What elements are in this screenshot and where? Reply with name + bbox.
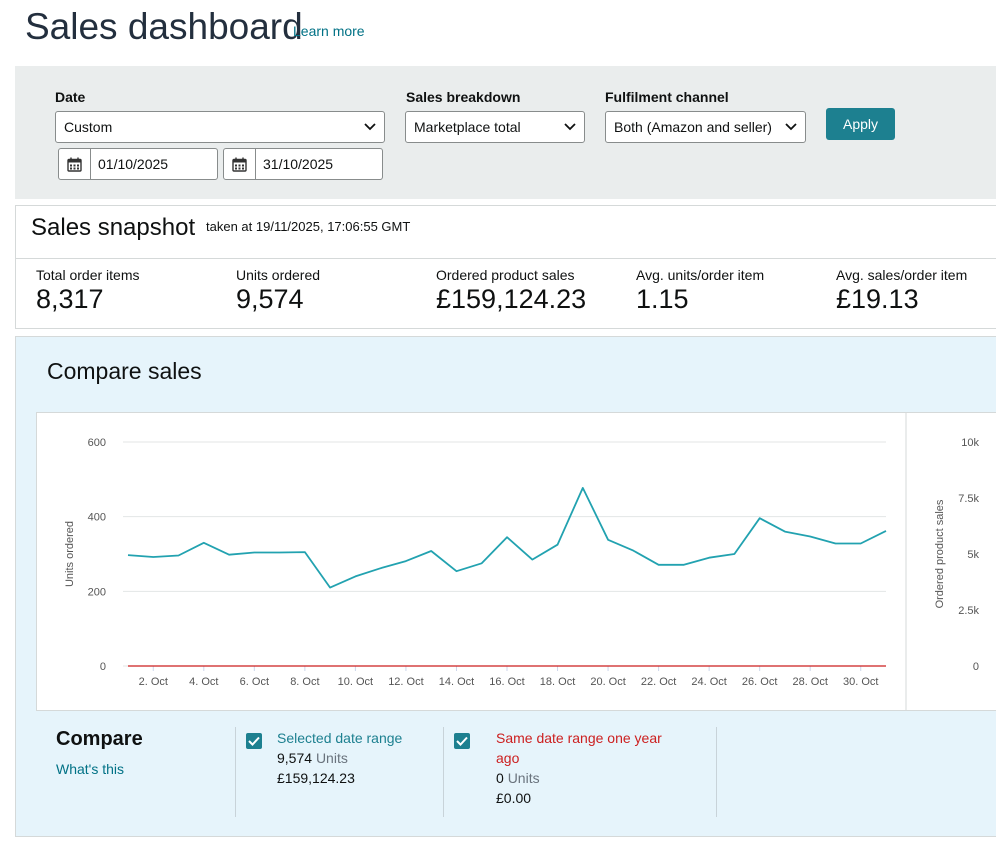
y-axis-title: Units ordered bbox=[64, 521, 76, 587]
units-value: 0 bbox=[496, 770, 504, 786]
x-tick-label: 14. Oct bbox=[439, 676, 474, 688]
previous-year-checkbox[interactable] bbox=[454, 733, 470, 749]
fulfilment-channel-select[interactable]: Both (Amazon and seller) bbox=[605, 111, 806, 143]
x-tick-label: 6. Oct bbox=[240, 676, 269, 688]
page-title: Sales dashboard bbox=[25, 6, 303, 47]
date-range-value: Custom bbox=[64, 119, 113, 135]
y-tick-label: 400 bbox=[88, 512, 106, 524]
divider bbox=[716, 727, 717, 817]
previous-year-label-line2: ago bbox=[496, 750, 520, 766]
metric-value: £159,124.23 bbox=[436, 284, 587, 314]
x-tick-label: 10. Oct bbox=[338, 676, 373, 688]
calendar-icon[interactable] bbox=[59, 149, 91, 179]
learn-more-link[interactable]: Learn more bbox=[293, 23, 365, 39]
y2-tick-label: 0 bbox=[973, 661, 979, 673]
y2-tick-label: 2.5k bbox=[958, 605, 979, 617]
selected-range-checkbox[interactable] bbox=[246, 733, 262, 749]
fulfilment-channel-label: Fulfilment channel bbox=[605, 89, 729, 105]
sales-snapshot-card bbox=[15, 205, 996, 329]
compare-sales-title: Compare sales bbox=[47, 358, 202, 384]
metric-label: Total order items bbox=[36, 267, 140, 283]
start-date-field[interactable]: 01/10/2025 bbox=[58, 148, 218, 180]
y2-tick-label: 7.5k bbox=[958, 493, 979, 505]
units-word: Units bbox=[315, 750, 348, 766]
end-date-field[interactable]: 31/10/2025 bbox=[223, 148, 383, 180]
snapshot-timestamp: taken at 19/11/2025, 17:06:55 GMT bbox=[206, 219, 411, 234]
y2-axis-title: Ordered product sales bbox=[934, 499, 946, 608]
divider bbox=[235, 727, 236, 817]
snapshot-title: Sales snapshot bbox=[31, 214, 196, 241]
date-range-select[interactable]: Custom bbox=[55, 111, 385, 143]
units-word: Units bbox=[507, 770, 540, 786]
chevron-down-icon bbox=[364, 123, 376, 131]
sales-breakdown-label: Sales breakdown bbox=[406, 89, 521, 105]
end-date-value: 31/10/2025 bbox=[263, 156, 334, 172]
whats-this-link[interactable]: What's this bbox=[56, 761, 125, 777]
previous-year-label-line1: Same date range one year bbox=[496, 730, 662, 746]
sales-breakdown-select[interactable]: Marketplace total bbox=[405, 111, 585, 143]
check-icon bbox=[456, 736, 468, 746]
x-tick-label: 12. Oct bbox=[388, 676, 423, 688]
apply-button[interactable]: Apply bbox=[826, 108, 895, 140]
chevron-down-icon bbox=[564, 123, 576, 131]
metric-label: Units ordered bbox=[236, 267, 321, 283]
metric-label: Ordered product sales bbox=[436, 267, 575, 283]
metric-value: £19.13 bbox=[836, 284, 919, 314]
chevron-down-icon bbox=[785, 123, 797, 131]
y2-tick-label: 5k bbox=[967, 549, 979, 561]
y-tick-label: 0 bbox=[100, 661, 106, 673]
check-icon bbox=[248, 736, 260, 746]
x-tick-label: 24. Oct bbox=[691, 676, 726, 688]
x-tick-label: 8. Oct bbox=[290, 676, 319, 688]
metric-value: 9,574 bbox=[236, 284, 304, 314]
selected-range-label: Selected date range bbox=[277, 730, 403, 746]
x-tick-label: 4. Oct bbox=[189, 676, 218, 688]
units-value: 9,574 bbox=[277, 750, 313, 766]
divider bbox=[15, 258, 996, 259]
compare-label: Compare bbox=[56, 728, 143, 750]
metric-value: 8,317 bbox=[36, 284, 104, 314]
x-tick-label: 28. Oct bbox=[792, 676, 827, 688]
y2-tick-label: 10k bbox=[961, 437, 979, 449]
selected-range-sales: £159,124.23 bbox=[277, 770, 355, 786]
y-tick-label: 600 bbox=[88, 437, 106, 449]
start-date-value: 01/10/2025 bbox=[98, 156, 169, 172]
selected-range-units: 9,574 Units bbox=[277, 750, 348, 766]
metric-label: Avg. sales/order item bbox=[836, 267, 968, 283]
x-tick-label: 2. Oct bbox=[139, 676, 168, 688]
series-line-selected-range bbox=[127, 487, 887, 589]
sales-breakdown-value: Marketplace total bbox=[414, 119, 521, 135]
y-tick-label: 200 bbox=[88, 586, 106, 598]
x-tick-label: 30. Oct bbox=[843, 676, 878, 688]
date-label: Date bbox=[55, 89, 86, 105]
x-tick-label: 16. Oct bbox=[489, 676, 524, 688]
sales-line-chart: 0 200 400 600 0 2.5k 5k 7.5k 10k 2. Oct 4. Oct 6. O… bbox=[64, 412, 979, 711]
calendar-icon[interactable] bbox=[224, 149, 256, 179]
x-tick-label: 22. Oct bbox=[641, 676, 676, 688]
chart-container bbox=[36, 412, 996, 711]
x-tick-label: 20. Oct bbox=[590, 676, 625, 688]
fulfilment-channel-value: Both (Amazon and seller) bbox=[614, 119, 772, 135]
metric-label: Avg. units/order item bbox=[636, 267, 765, 283]
x-tick-label: 26. Oct bbox=[742, 676, 777, 688]
divider bbox=[443, 727, 444, 817]
metric-value: 1.15 bbox=[636, 284, 689, 314]
previous-year-sales: £0.00 bbox=[496, 790, 532, 806]
previous-year-units: 0 Units bbox=[496, 770, 540, 786]
x-tick-label: 18. Oct bbox=[540, 676, 575, 688]
